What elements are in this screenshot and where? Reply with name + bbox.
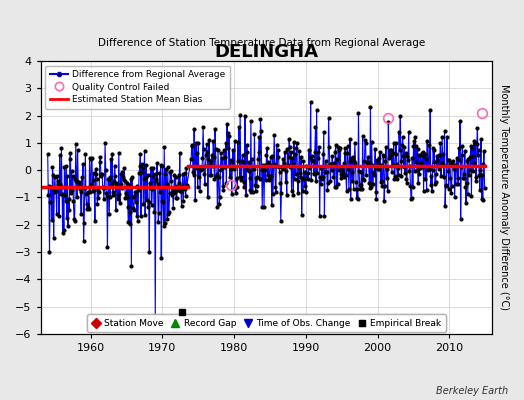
Legend: Station Move, Record Gap, Time of Obs. Change, Empirical Break: Station Move, Record Gap, Time of Obs. C… (87, 314, 446, 332)
Text: Difference of Station Temperature Data from Regional Average: Difference of Station Temperature Data f… (99, 38, 425, 48)
Text: Berkeley Earth: Berkeley Earth (436, 386, 508, 396)
Title: DELINGHA: DELINGHA (214, 43, 319, 61)
Y-axis label: Monthly Temperature Anomaly Difference (°C): Monthly Temperature Anomaly Difference (… (499, 84, 509, 310)
